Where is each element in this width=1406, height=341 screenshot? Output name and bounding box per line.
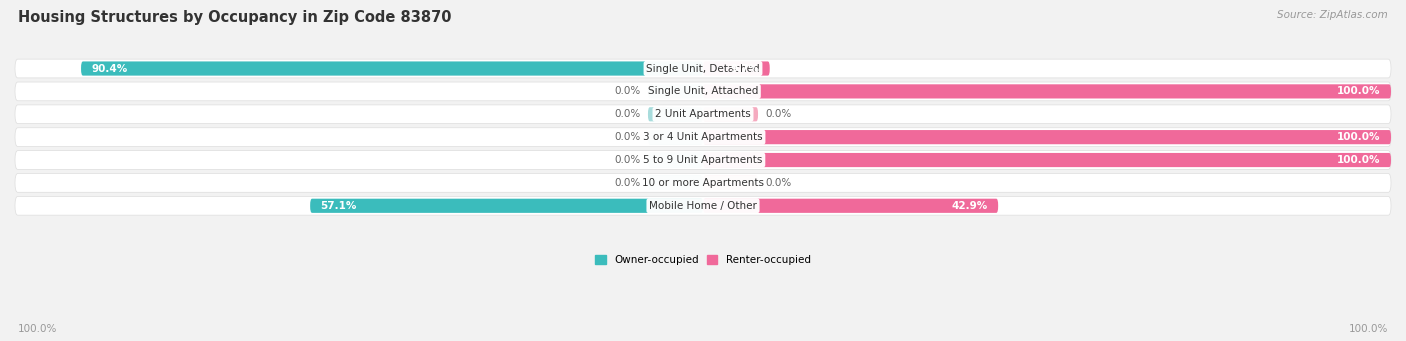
Text: 2 Unit Apartments: 2 Unit Apartments <box>655 109 751 119</box>
Text: 3 or 4 Unit Apartments: 3 or 4 Unit Apartments <box>643 132 763 142</box>
FancyBboxPatch shape <box>703 107 758 121</box>
Text: 100.0%: 100.0% <box>1348 324 1388 334</box>
Text: Source: ZipAtlas.com: Source: ZipAtlas.com <box>1277 10 1388 20</box>
Text: Housing Structures by Occupancy in Zip Code 83870: Housing Structures by Occupancy in Zip C… <box>18 10 451 25</box>
FancyBboxPatch shape <box>15 151 1391 169</box>
FancyBboxPatch shape <box>648 153 703 167</box>
Text: 90.4%: 90.4% <box>91 63 128 74</box>
Text: Mobile Home / Other: Mobile Home / Other <box>650 201 756 211</box>
Text: 10 or more Apartments: 10 or more Apartments <box>643 178 763 188</box>
FancyBboxPatch shape <box>15 174 1391 192</box>
Text: 0.0%: 0.0% <box>614 109 641 119</box>
FancyBboxPatch shape <box>15 82 1391 101</box>
FancyBboxPatch shape <box>15 196 1391 215</box>
Text: 100.0%: 100.0% <box>1337 132 1381 142</box>
FancyBboxPatch shape <box>15 105 1391 124</box>
FancyBboxPatch shape <box>15 128 1391 147</box>
Text: 57.1%: 57.1% <box>321 201 357 211</box>
FancyBboxPatch shape <box>648 107 703 121</box>
FancyBboxPatch shape <box>703 130 1391 144</box>
Text: 0.0%: 0.0% <box>614 132 641 142</box>
Text: Single Unit, Detached: Single Unit, Detached <box>647 63 759 74</box>
Text: 42.9%: 42.9% <box>952 201 988 211</box>
Text: 100.0%: 100.0% <box>1337 86 1381 97</box>
FancyBboxPatch shape <box>703 176 758 190</box>
Text: 0.0%: 0.0% <box>614 86 641 97</box>
FancyBboxPatch shape <box>648 130 703 144</box>
Text: 0.0%: 0.0% <box>614 178 641 188</box>
FancyBboxPatch shape <box>703 84 1391 99</box>
Legend: Owner-occupied, Renter-occupied: Owner-occupied, Renter-occupied <box>591 251 815 269</box>
FancyBboxPatch shape <box>15 59 1391 78</box>
Text: 5 to 9 Unit Apartments: 5 to 9 Unit Apartments <box>644 155 762 165</box>
FancyBboxPatch shape <box>648 84 703 99</box>
Text: 100.0%: 100.0% <box>18 324 58 334</box>
Text: 0.0%: 0.0% <box>765 178 792 188</box>
FancyBboxPatch shape <box>703 199 998 213</box>
Text: 0.0%: 0.0% <box>765 109 792 119</box>
Text: 9.7%: 9.7% <box>730 63 759 74</box>
FancyBboxPatch shape <box>311 199 703 213</box>
FancyBboxPatch shape <box>82 61 703 76</box>
Text: 0.0%: 0.0% <box>614 155 641 165</box>
FancyBboxPatch shape <box>703 61 769 76</box>
FancyBboxPatch shape <box>648 176 703 190</box>
Text: 100.0%: 100.0% <box>1337 155 1381 165</box>
Text: Single Unit, Attached: Single Unit, Attached <box>648 86 758 97</box>
FancyBboxPatch shape <box>703 153 1391 167</box>
